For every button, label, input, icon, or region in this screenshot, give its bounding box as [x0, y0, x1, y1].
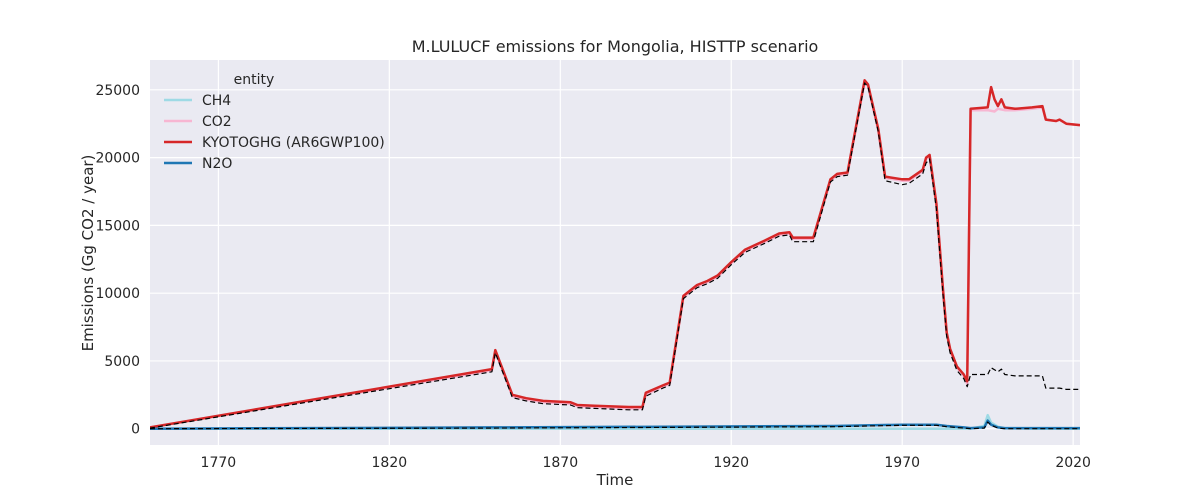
y-tick-label: 20000: [95, 151, 140, 167]
x-tick-label: 1920: [713, 455, 749, 471]
series-lines: [150, 79, 1080, 430]
x-tick-label: 1770: [201, 455, 237, 471]
plot-background: [150, 60, 1080, 445]
x-tick-label: 1970: [884, 455, 920, 471]
y-tick-label: 5000: [104, 354, 140, 370]
legend-label: KYOTOGHG (AR6GWP100): [202, 135, 385, 151]
y-tick-label: 15000: [95, 218, 140, 234]
x-tick-label: 2020: [1055, 455, 1091, 471]
series-line-kyotoghg: [150, 79, 1080, 429]
reference-dashed-line: [150, 82, 1080, 429]
y-axis-label: Emissions (Gg CO2 / year): [79, 155, 97, 352]
y-tick-labels: 0 5000 10000 15000 20000 25000: [95, 83, 140, 438]
legend-title: entity: [234, 72, 275, 88]
x-tick-label: 1820: [372, 455, 408, 471]
x-tick-label: 1870: [542, 455, 578, 471]
y-tick-label: 10000: [95, 286, 140, 302]
legend-items: CH4 CO2 KYOTOGHG (AR6GWP100) N2O: [164, 93, 385, 172]
y-tick-label: 0: [131, 422, 140, 438]
legend-label: CH4: [202, 93, 231, 109]
legend-label: CO2: [202, 114, 232, 130]
chart-title: M.LULUCF emissions for Mongolia, HISTTP …: [412, 37, 819, 56]
legend-label: N2O: [202, 156, 232, 172]
series-line-n2o: [150, 419, 1080, 430]
x-tick-labels: 1770 1820 1870 1920 1970 2020: [201, 455, 1091, 471]
y-tick-label: 25000: [95, 83, 140, 99]
legend: entity CH4 CO2 KYOTOGHG (AR6GWP100) N2O: [164, 72, 385, 172]
x-axis-label: Time: [596, 471, 634, 489]
reference-dashed-line: [150, 421, 1080, 430]
